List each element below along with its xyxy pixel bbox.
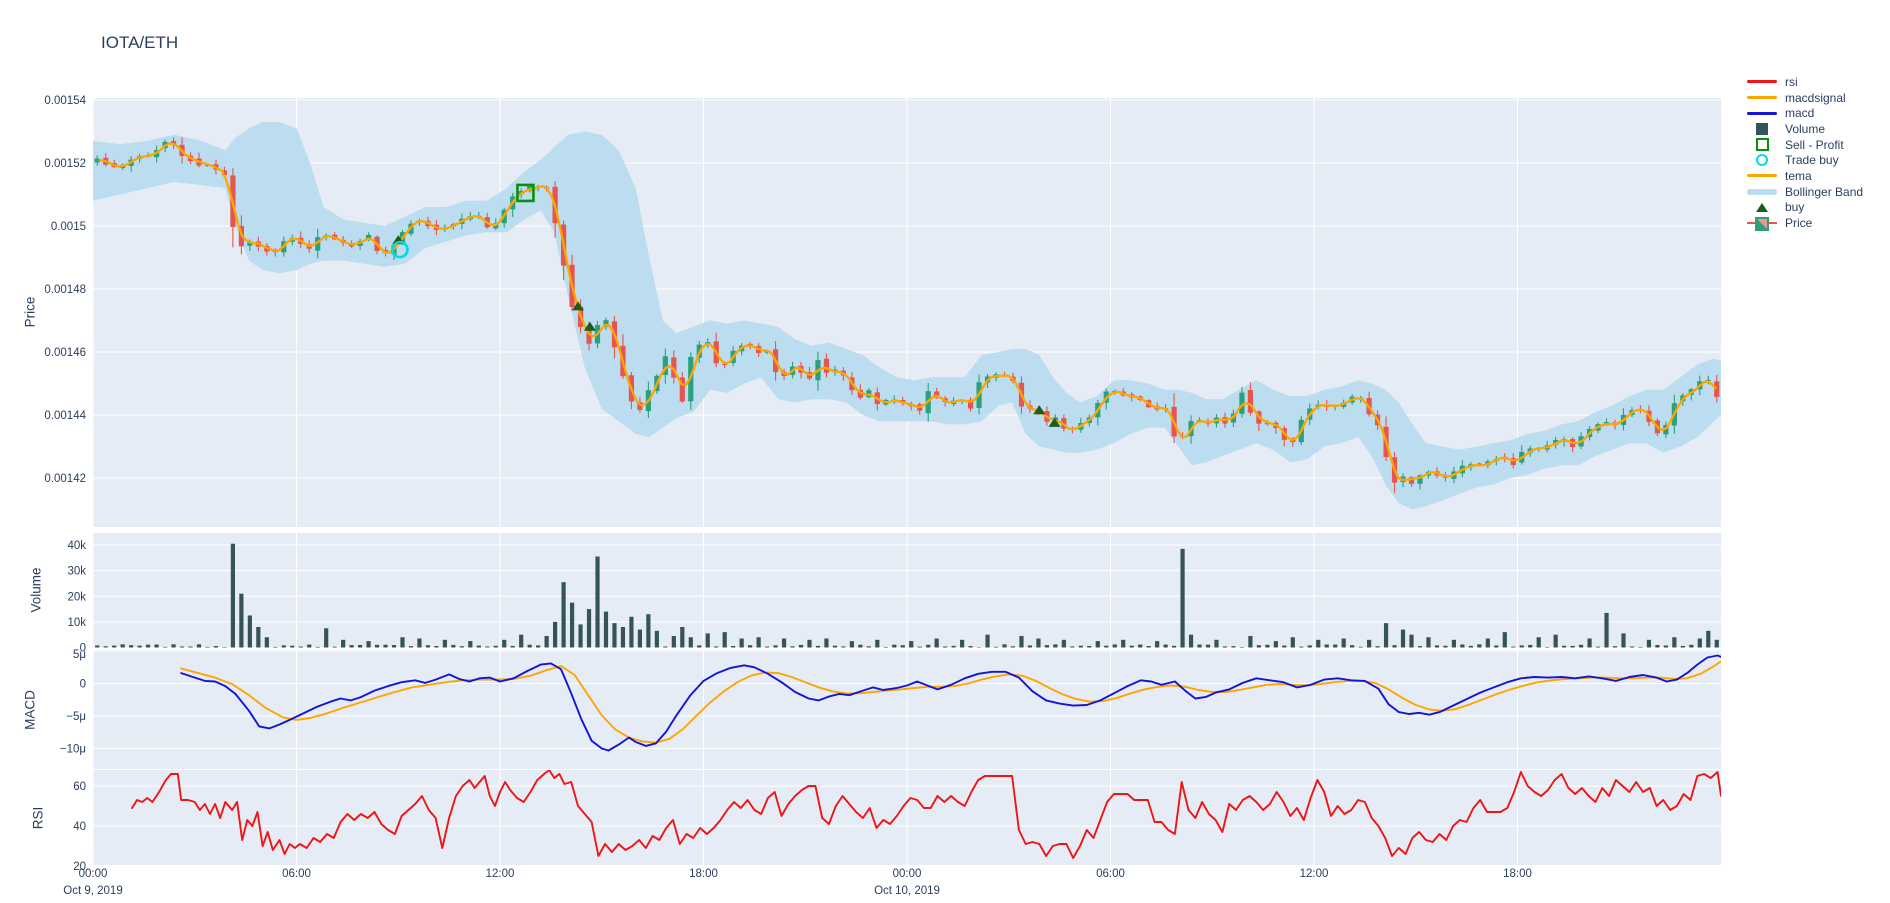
legend-label: Trade buy: [1785, 153, 1839, 168]
buy-marker: [572, 301, 585, 311]
svg-text:Oct 10, 2019: Oct 10, 2019: [874, 885, 940, 897]
legend-label: Sell - Profit: [1785, 137, 1844, 152]
legend-item-trade-buy[interactable]: Trade buy: [1747, 152, 1863, 168]
buy-marker: [583, 321, 596, 331]
legend-label: Price: [1785, 216, 1813, 231]
legend-item-price[interactable]: Price: [1747, 215, 1863, 232]
svg-text:40k: 40k: [67, 540, 86, 552]
legend-label: macd: [1785, 106, 1815, 121]
buy-marker: [1033, 405, 1046, 415]
rsi-panel[interactable]: [92, 770, 1721, 867]
volume-axis-title: Volume: [28, 567, 44, 613]
legend-item-macdsignal[interactable]: macdsignal: [1747, 90, 1863, 106]
legend-item-sell-profit[interactable]: Sell - Profit: [1747, 137, 1863, 153]
svg-text:18:00: 18:00: [1503, 868, 1532, 880]
svg-text:10k: 10k: [67, 617, 86, 629]
svg-text:−5μ: −5μ: [66, 711, 86, 723]
legend-item-rsi[interactable]: rsi: [1747, 74, 1863, 90]
svg-text:20: 20: [73, 861, 86, 873]
svg-text:60: 60: [73, 781, 86, 793]
legend-label: buy: [1785, 200, 1805, 215]
tema-line: [98, 142, 1717, 481]
svg-text:0.00148: 0.00148: [44, 284, 86, 296]
macd-panel[interactable]: [92, 650, 1721, 769]
svg-text:00:00: 00:00: [79, 868, 108, 880]
axis-tick-labels: 0.00154 0.00152 0.0015 0.00148 0.00146 0.0014…: [44, 95, 1531, 897]
svg-text:Oct 9, 2019: Oct 9, 2019: [63, 885, 122, 897]
svg-text:0: 0: [80, 643, 86, 655]
legend-item-buy[interactable]: buy: [1747, 200, 1863, 216]
svg-text:0.00144: 0.00144: [44, 410, 86, 422]
chart-title: IOTA/ETH: [101, 33, 179, 52]
svg-text:5μ: 5μ: [73, 649, 86, 661]
svg-text:0: 0: [80, 679, 86, 691]
volume-bars: [95, 543, 1719, 648]
svg-text:18:00: 18:00: [689, 868, 718, 880]
legend-item-bollinger-band[interactable]: Bollinger Band: [1747, 184, 1863, 200]
legend-item-tema[interactable]: tema: [1747, 168, 1863, 184]
svg-text:0.00142: 0.00142: [44, 473, 86, 485]
legend-label: macdsignal: [1785, 90, 1846, 105]
macd-line: [180, 654, 1721, 752]
rsi-axis-title: RSI: [30, 806, 46, 830]
svg-text:0.0015: 0.0015: [51, 221, 86, 233]
macdsignal-swatch-icon: [1747, 96, 1777, 100]
svg-text:12:00: 12:00: [1300, 868, 1329, 880]
price-panel[interactable]: [92, 98, 1721, 527]
sell-profit-marker: [516, 183, 535, 203]
svg-text:40: 40: [73, 821, 86, 833]
svg-text:00:00: 00:00: [893, 868, 922, 880]
trade-buy-marker: [391, 240, 409, 259]
legend: rsi macdsignal macd Volume Sell - Profit Trad…: [1747, 74, 1863, 232]
legend-label: rsi: [1785, 74, 1798, 89]
legend-label: Volume: [1785, 121, 1826, 136]
buy-swatch-icon: [1747, 202, 1777, 212]
svg-text:0.00146: 0.00146: [44, 347, 86, 359]
volume-swatch-icon: [1747, 122, 1777, 135]
svg-text:06:00: 06:00: [282, 868, 311, 880]
trade-buy-swatch-icon: [1747, 154, 1777, 167]
svg-text:30k: 30k: [67, 566, 86, 578]
svg-text:06:00: 06:00: [1096, 868, 1125, 880]
legend-label: tema: [1785, 168, 1812, 183]
legend-item-volume[interactable]: Volume: [1747, 121, 1863, 137]
price-axis-title: Price: [22, 296, 38, 328]
trade-markers[interactable]: [391, 183, 1061, 427]
svg-text:0.00152: 0.00152: [44, 158, 86, 170]
svg-text:−10μ: −10μ: [60, 744, 86, 756]
macd-axis-title: MACD: [22, 690, 38, 730]
bollinger-band-swatch-icon: [1747, 188, 1777, 195]
macdsignal-line: [180, 660, 1721, 744]
tema-swatch-icon: [1747, 174, 1777, 178]
svg-text:20k: 20k: [67, 591, 86, 603]
price-swatch-icon: [1747, 216, 1777, 232]
rsi-line: [131, 770, 1721, 859]
volume-panel[interactable]: [92, 533, 1721, 648]
svg-text:12:00: 12:00: [486, 868, 515, 880]
macd-swatch-icon: [1747, 111, 1777, 115]
sell-profit-swatch-icon: [1747, 138, 1777, 152]
legend-label: Bollinger Band: [1785, 184, 1864, 199]
svg-text:0.00154: 0.00154: [44, 95, 86, 107]
legend-item-macd[interactable]: macd: [1747, 105, 1863, 121]
buy-marker: [1048, 417, 1061, 427]
bollinger-band: [93, 122, 1721, 510]
rsi-swatch-icon: [1747, 80, 1777, 84]
